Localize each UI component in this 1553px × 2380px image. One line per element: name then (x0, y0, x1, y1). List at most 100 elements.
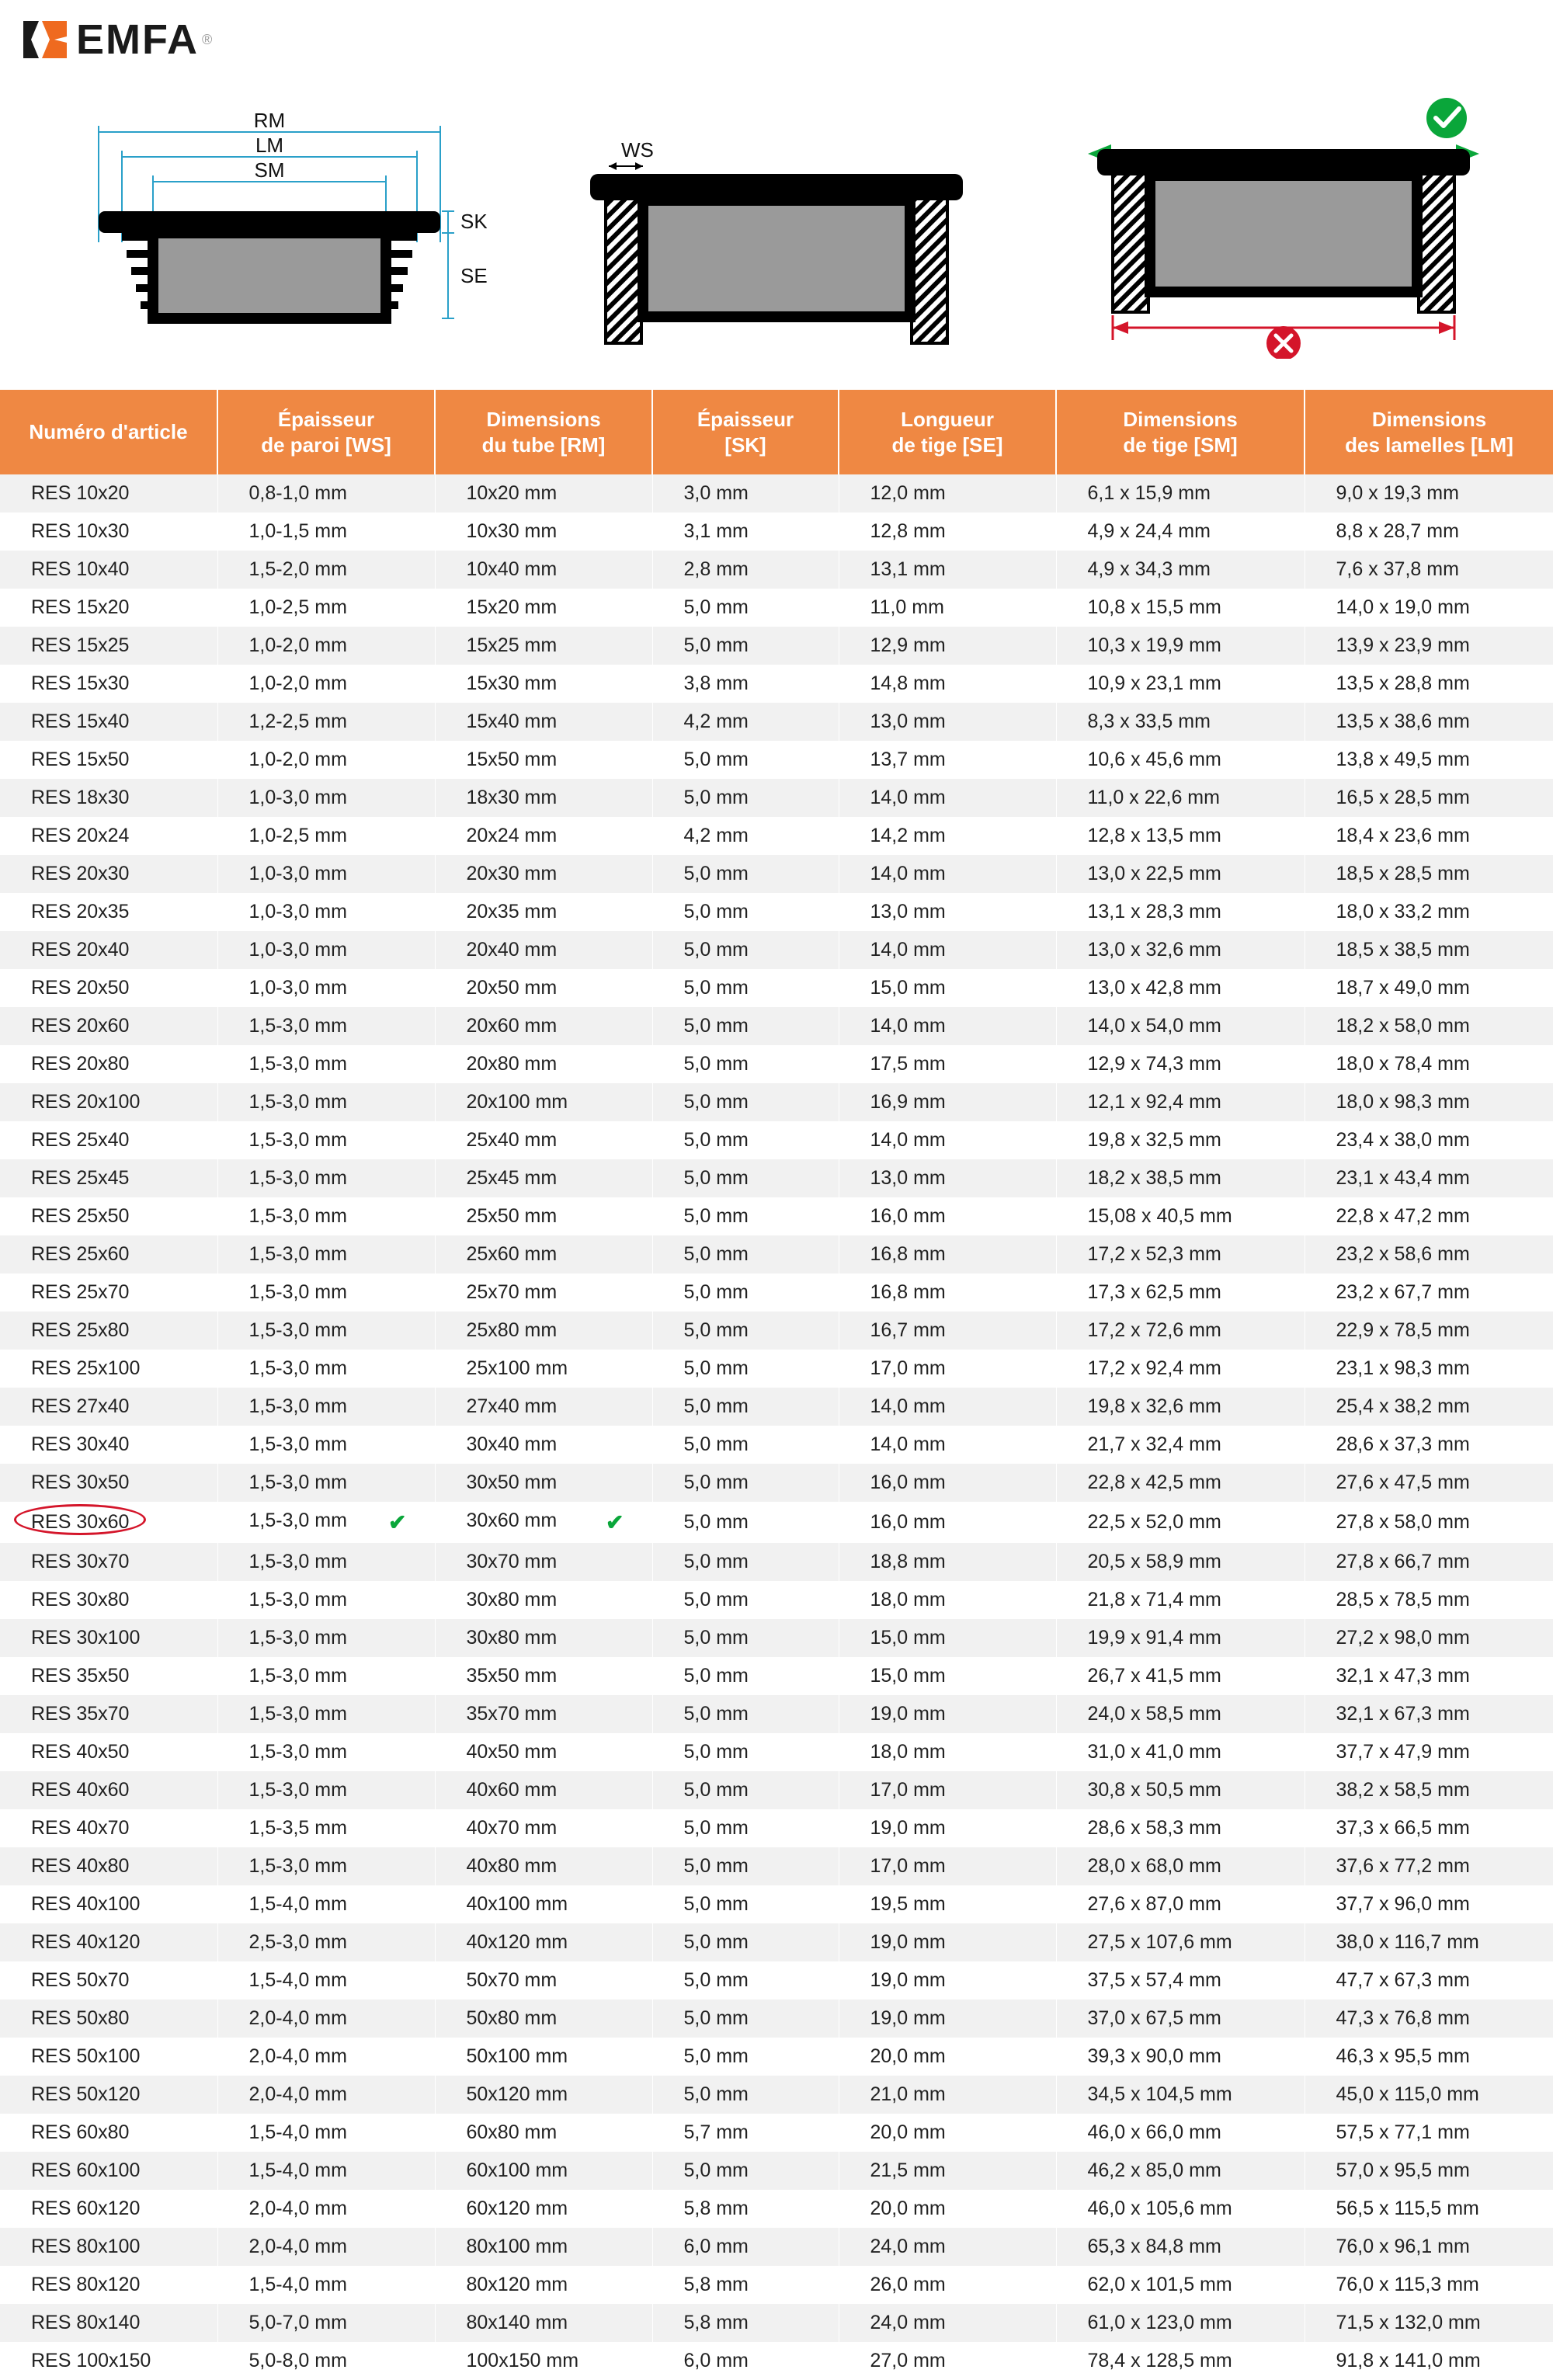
table-row: RES 60x801,5-4,0 mm60x80 mm5,7 mm20,0 mm… (0, 2114, 1553, 2152)
table-cell: 78,4 x 128,5 mm (1056, 2342, 1305, 2380)
column-header: Épaisseurde paroi [WS] (217, 390, 435, 474)
table-cell: 19,5 mm (839, 1885, 1056, 1923)
table-cell: 10,3 x 19,9 mm (1056, 627, 1305, 665)
table-cell: 14,0 mm (839, 1426, 1056, 1464)
table-cell: 16,8 mm (839, 1235, 1056, 1273)
table-cell: 15,0 mm (839, 1619, 1056, 1657)
table-cell: 12,1 x 92,4 mm (1056, 1083, 1305, 1121)
table-cell: 1,0-2,0 mm (217, 665, 435, 703)
table-row: RES 40x1202,5-3,0 mm40x120 mm5,0 mm19,0 … (0, 1923, 1553, 1961)
table-cell: 13,0 x 42,8 mm (1056, 969, 1305, 1007)
table-cell: 5,0 mm (652, 893, 839, 931)
table-cell: 13,0 x 22,5 mm (1056, 855, 1305, 893)
table-cell: RES 25x45 (0, 1159, 217, 1197)
table-row: RES 30x401,5-3,0 mm30x40 mm5,0 mm14,0 mm… (0, 1426, 1553, 1464)
table-cell: 47,3 x 76,8 mm (1305, 2000, 1553, 2038)
check-icon: ✔ (388, 1510, 406, 1535)
table-cell: 5,0 mm (652, 1007, 839, 1045)
table-cell: 13,0 x 32,6 mm (1056, 931, 1305, 969)
table-cell: 20x60 mm (435, 1007, 652, 1045)
table-cell: 46,3 x 95,5 mm (1305, 2038, 1553, 2076)
table-cell: 1,0-2,0 mm (217, 741, 435, 779)
table-body: RES 10x200,8-1,0 mm10x20 mm3,0 mm12,0 mm… (0, 474, 1553, 2380)
table-cell: 13,5 x 38,6 mm (1305, 703, 1553, 741)
table-cell: 4,9 x 24,4 mm (1056, 512, 1305, 551)
table-row: RES 15x201,0-2,5 mm15x20 mm5,0 mm11,0 mm… (0, 589, 1553, 627)
table-cell: 4,2 mm (652, 817, 839, 855)
table-cell: RES 50x100 (0, 2038, 217, 2076)
table-row: RES 25x401,5-3,0 mm25x40 mm5,0 mm14,0 mm… (0, 1121, 1553, 1159)
column-header: Longueurde tige [SE] (839, 390, 1056, 474)
table-cell: 13,0 mm (839, 1159, 1056, 1197)
table-row: RES 35x701,5-3,0 mm35x70 mm5,0 mm19,0 mm… (0, 1695, 1553, 1733)
table-cell: 40x80 mm (435, 1847, 652, 1885)
table-cell: 14,0 x 19,0 mm (1305, 589, 1553, 627)
brand-registered: ® (202, 32, 212, 48)
table-cell: 1,5-3,0 mm (217, 1426, 435, 1464)
table-row: RES 50x701,5-4,0 mm50x70 mm5,0 mm19,0 mm… (0, 1961, 1553, 2000)
table-cell: 17,2 x 72,6 mm (1056, 1312, 1305, 1350)
table-row: RES 25x801,5-3,0 mm25x80 mm5,0 mm16,7 mm… (0, 1312, 1553, 1350)
table-cell: 1,5-4,0 mm (217, 2114, 435, 2152)
table-cell: 1,5-3,0 mm (217, 1045, 435, 1083)
table-cell: 34,5 x 104,5 mm (1056, 2076, 1305, 2114)
table-cell: 1,0-3,0 mm (217, 969, 435, 1007)
table-cell: 16,0 mm (839, 1197, 1056, 1235)
table-cell: 5,0 mm (652, 2152, 839, 2190)
table-cell: 21,5 mm (839, 2152, 1056, 2190)
table-cell: 25x60 mm (435, 1235, 652, 1273)
table-row: RES 50x802,0-4,0 mm50x80 mm5,0 mm19,0 mm… (0, 2000, 1553, 2038)
table-cell: 18,7 x 49,0 mm (1305, 969, 1553, 1007)
table-cell: 46,0 x 105,6 mm (1056, 2190, 1305, 2228)
table-cell: 30x80 mm (435, 1619, 652, 1657)
table-cell: 24,0 x 58,5 mm (1056, 1695, 1305, 1733)
table-cell: 1,5-3,0 mm (217, 1083, 435, 1121)
table-cell: 24,0 mm (839, 2304, 1056, 2342)
table-cell: 32,1 x 47,3 mm (1305, 1657, 1553, 1695)
table-cell: RES 10x20 (0, 474, 217, 512)
table-cell: 23,1 x 43,4 mm (1305, 1159, 1553, 1197)
check-icon: ✔ (606, 1510, 624, 1535)
table-cell: 13,0 mm (839, 703, 1056, 741)
table-cell: 35x50 mm (435, 1657, 652, 1695)
table-row: RES 10x200,8-1,0 mm10x20 mm3,0 mm12,0 mm… (0, 474, 1553, 512)
table-cell: RES 20x50 (0, 969, 217, 1007)
table-row: RES 20x301,0-3,0 mm20x30 mm5,0 mm14,0 mm… (0, 855, 1553, 893)
table-cell: 2,0-4,0 mm (217, 2038, 435, 2076)
table-cell: 1,5-3,0 mm (217, 1581, 435, 1619)
table-cell: 25x40 mm (435, 1121, 652, 1159)
table-cell: RES 25x60 (0, 1235, 217, 1273)
table-cell: 1,5-3,0 mm (217, 1657, 435, 1695)
table-cell: 18,5 x 38,5 mm (1305, 931, 1553, 969)
table-cell: 5,0 mm (652, 1961, 839, 2000)
table-cell: RES 40x70 (0, 1809, 217, 1847)
table-cell: 19,0 mm (839, 1923, 1056, 1961)
table-row: RES 15x501,0-2,0 mm15x50 mm5,0 mm13,7 mm… (0, 741, 1553, 779)
table-cell: 61,0 x 123,0 mm (1056, 2304, 1305, 2342)
table-cell: 39,3 x 90,0 mm (1056, 2038, 1305, 2076)
table-cell: 1,5-3,0 mm (217, 1847, 435, 1885)
table-cell: 30x60 mm✔ (435, 1502, 652, 1543)
table-cell: 12,9 x 74,3 mm (1056, 1045, 1305, 1083)
table-row: RES 30x501,5-3,0 mm30x50 mm5,0 mm16,0 mm… (0, 1464, 1553, 1502)
table-cell: 1,5-3,0 mm (217, 1007, 435, 1045)
table-cell: 16,8 mm (839, 1273, 1056, 1312)
table-cell: RES 80x120 (0, 2266, 217, 2304)
table-cell: 2,5-3,0 mm (217, 1923, 435, 1961)
table-cell: 45,0 x 115,0 mm (1305, 2076, 1553, 2114)
table-cell: 1,5-4,0 mm (217, 1961, 435, 2000)
table-cell: 5,0 mm (652, 1388, 839, 1426)
table-cell: 15,0 mm (839, 969, 1056, 1007)
table-cell: 1,0-3,0 mm (217, 855, 435, 893)
table-cell: 23,1 x 98,3 mm (1305, 1350, 1553, 1388)
table-cell: 8,3 x 33,5 mm (1056, 703, 1305, 741)
table-row: RES 60x1202,0-4,0 mm60x120 mm5,8 mm20,0 … (0, 2190, 1553, 2228)
table-cell: 37,5 x 57,4 mm (1056, 1961, 1305, 2000)
table-cell: 5,0 mm (652, 1121, 839, 1159)
table-cell: 17,0 mm (839, 1847, 1056, 1885)
label-se: SE (460, 264, 487, 287)
table-cell: 28,6 x 37,3 mm (1305, 1426, 1553, 1464)
table-row: RES 20x801,5-3,0 mm20x80 mm5,0 mm17,5 mm… (0, 1045, 1553, 1083)
table-cell: 50x70 mm (435, 1961, 652, 2000)
table-cell: 5,0 mm (652, 1733, 839, 1771)
